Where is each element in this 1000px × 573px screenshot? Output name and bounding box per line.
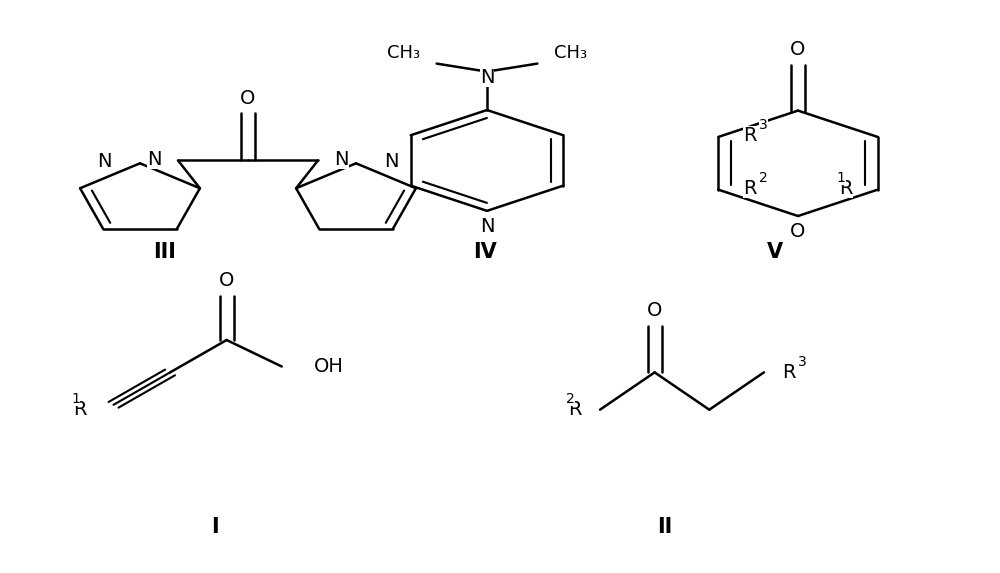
Text: N: N [334,150,349,169]
Text: R: R [839,179,853,198]
Text: 3: 3 [759,119,768,132]
Text: R: R [74,400,87,419]
Text: O: O [240,89,256,108]
Text: II: II [657,517,673,537]
Text: IV: IV [473,242,497,262]
Text: OH: OH [314,357,344,376]
Text: R: R [743,179,757,198]
Text: CH₃: CH₃ [387,44,420,62]
Text: R: R [743,126,757,146]
Text: O: O [790,40,806,60]
Text: O: O [647,301,662,320]
Text: N: N [97,151,112,171]
Text: N: N [384,151,398,171]
Text: N: N [480,217,494,237]
Text: 2: 2 [566,393,575,406]
Text: N: N [480,68,494,88]
Text: CH₃: CH₃ [554,44,587,62]
Text: O: O [790,222,806,241]
Text: 1: 1 [837,171,846,185]
Text: III: III [154,242,176,262]
Text: R: R [568,400,582,419]
Text: V: V [767,242,783,262]
Text: I: I [211,517,219,537]
Text: 3: 3 [798,355,807,369]
Text: 2: 2 [759,171,768,185]
Text: 1: 1 [71,393,80,406]
Text: O: O [219,272,234,291]
Text: R: R [782,363,795,382]
Text: N: N [147,150,162,169]
